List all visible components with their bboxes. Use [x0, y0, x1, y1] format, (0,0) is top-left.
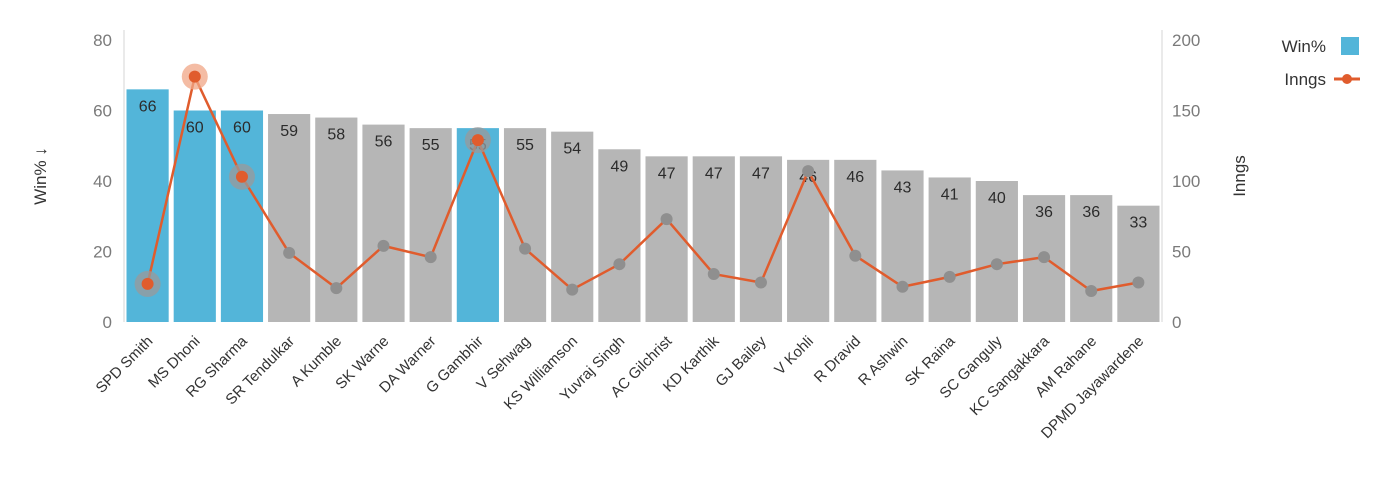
- bar-data-label: 43: [894, 179, 912, 196]
- bar-data-label: 54: [563, 141, 581, 158]
- line-point: [141, 277, 154, 290]
- category-label: V Kohli: [771, 333, 817, 379]
- bar: [645, 156, 688, 322]
- line-point: [519, 242, 532, 255]
- bar: [173, 110, 216, 322]
- legend-label-inngs: Inngs: [1284, 70, 1326, 89]
- line-point: [188, 70, 201, 83]
- line-point: [377, 239, 390, 252]
- bar: [220, 110, 264, 322]
- line-point: [471, 134, 484, 147]
- bar-data-label: 55: [422, 137, 440, 154]
- line-point: [235, 170, 248, 183]
- bar: [503, 128, 547, 322]
- right-tick-label: 50: [1172, 243, 1191, 262]
- line-point: [943, 270, 956, 283]
- line-point: [754, 276, 767, 289]
- bar: [928, 177, 971, 322]
- bar: [739, 156, 783, 322]
- bar-data-label: 60: [186, 120, 204, 137]
- line-point: [330, 282, 343, 295]
- category-label: R Ashwin: [855, 333, 911, 389]
- right-tick-label: 0: [1172, 313, 1181, 332]
- left-tick-label: 60: [93, 102, 112, 121]
- left-tick-label: 80: [93, 31, 112, 50]
- bar: [787, 159, 830, 322]
- left-tick-label: 0: [103, 313, 112, 332]
- line-point: [1038, 251, 1051, 264]
- line-point: [660, 213, 673, 226]
- bar-data-label: 60: [233, 120, 251, 137]
- bar-data-label: 40: [988, 190, 1006, 207]
- bar-data-label: 56: [375, 134, 393, 151]
- right-axis-ticks: 0 50 100 150 200: [1172, 31, 1200, 332]
- line-point: [990, 258, 1003, 271]
- bar-data-label: 41: [941, 186, 959, 203]
- bar: [1070, 195, 1113, 322]
- right-tick-label: 100: [1172, 172, 1200, 191]
- left-axis-ticks: 0 20 40 60 80: [93, 31, 112, 332]
- bars: [126, 89, 1160, 323]
- bar: [881, 170, 924, 322]
- bar-data-label: 59: [280, 123, 298, 140]
- category-label: KC Sangakkara: [967, 332, 1054, 419]
- bar-data-label: 47: [658, 165, 676, 182]
- right-tick-label: 200: [1172, 31, 1200, 50]
- bar: [975, 181, 1018, 322]
- line-point: [802, 165, 815, 178]
- bar: [598, 149, 641, 322]
- bar-data-label: 47: [705, 165, 723, 182]
- legend: Win% Inngs: [1282, 37, 1360, 89]
- line-point: [707, 268, 720, 281]
- line-point: [849, 249, 862, 262]
- axes: Win% ↓ Inngs: [31, 30, 1249, 322]
- line-series: [134, 63, 1145, 297]
- line-point: [424, 251, 437, 264]
- bar-data-label: 46: [846, 169, 864, 186]
- bar: [1117, 205, 1160, 322]
- line-point: [613, 258, 626, 271]
- line-point: [1132, 276, 1145, 289]
- right-tick-label: 150: [1172, 102, 1200, 121]
- bar-data-label: 36: [1035, 204, 1053, 221]
- bar: [692, 156, 735, 322]
- category-label: SPD Smith: [93, 333, 157, 397]
- bar-data-label: 49: [611, 158, 629, 175]
- line-point: [1085, 284, 1098, 297]
- bar-data-label: 55: [516, 137, 534, 154]
- line-point: [283, 246, 296, 259]
- legend-label-win: Win%: [1282, 37, 1326, 56]
- legend-swatch-win: [1341, 37, 1359, 55]
- bar: [456, 128, 499, 322]
- legend-item-inngs[interactable]: Inngs: [1284, 70, 1360, 89]
- line-point: [896, 280, 909, 293]
- legend-dot-inngs: [1342, 74, 1352, 84]
- bar: [362, 124, 405, 322]
- bar: [409, 128, 452, 322]
- bar-data-label: 33: [1130, 215, 1148, 232]
- bar: [268, 114, 311, 323]
- bar-data-label: 47: [752, 165, 770, 182]
- right-axis-title: Inngs: [1230, 155, 1249, 197]
- bar-data-label: 58: [327, 127, 345, 144]
- left-axis-title: Win% ↓: [31, 147, 50, 205]
- bar: [834, 159, 877, 322]
- innngs-line: [146, 75, 1139, 293]
- bar-data-label: 36: [1082, 204, 1100, 221]
- bar-data-label: 66: [139, 98, 157, 115]
- legend-item-win[interactable]: Win%: [1282, 37, 1359, 56]
- left-tick-label: 20: [93, 243, 112, 262]
- category-label: GJ Bailey: [712, 332, 770, 390]
- left-tick-label: 40: [93, 172, 112, 191]
- line-point: [566, 283, 579, 296]
